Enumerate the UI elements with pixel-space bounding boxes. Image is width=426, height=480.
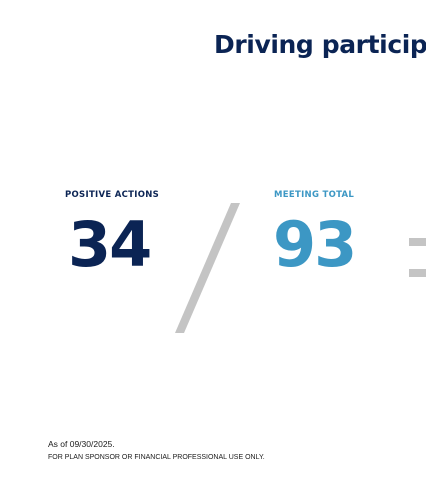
positive-actions-label: POSITIVE ACTIONS	[65, 190, 160, 200]
disclaimer-text: FOR PLAN SPONSOR OR FINANCIAL PROFESSION…	[48, 454, 265, 461]
meeting-total-label: MEETING TOTAL	[274, 190, 355, 200]
equals-bar-bottom	[409, 269, 426, 277]
positive-actions-value: 34	[68, 208, 152, 281]
page-headline: Driving particip	[214, 30, 426, 59]
as-of-date: As of 09/30/2025.	[48, 439, 115, 449]
equals-bar-top	[409, 238, 426, 246]
meeting-total-value: 93	[273, 208, 357, 281]
